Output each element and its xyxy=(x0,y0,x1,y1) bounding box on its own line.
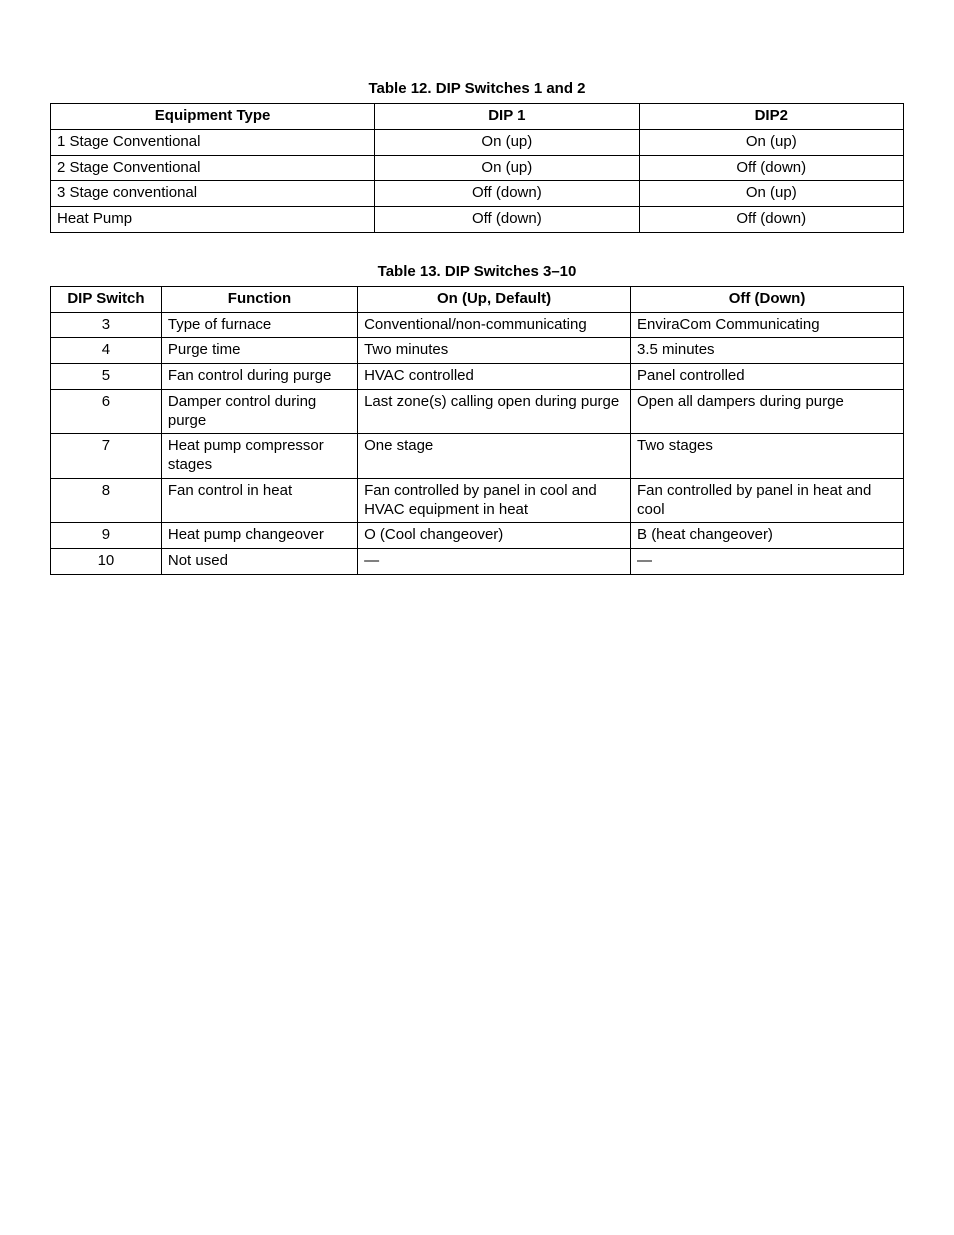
table13-cell: 7 xyxy=(51,434,162,479)
table13-cell: — xyxy=(358,549,631,575)
table-row: 2 Stage Conventional On (up) Off (down) xyxy=(51,155,904,181)
table-row: 1 Stage Conventional On (up) On (up) xyxy=(51,129,904,155)
table13-cell: EnviraCom Communicating xyxy=(631,312,904,338)
table13-cell: 3 xyxy=(51,312,162,338)
table13-cell: One stage xyxy=(358,434,631,479)
table13-cell: Heat pump compressor stages xyxy=(161,434,357,479)
table13-cell: Heat pump changeover xyxy=(161,523,357,549)
table13-cell: Fan controlled by panel in cool and HVAC… xyxy=(358,478,631,523)
table12-cell: Off (down) xyxy=(375,207,639,233)
table13-cell: 10 xyxy=(51,549,162,575)
table-row: 7 Heat pump compressor stages One stage … xyxy=(51,434,904,479)
table13-cell: O (Cool changeover) xyxy=(358,523,631,549)
table12-cell: 2 Stage Conventional xyxy=(51,155,375,181)
table-row: 8 Fan control in heat Fan controlled by … xyxy=(51,478,904,523)
table12-cell: Off (down) xyxy=(375,181,639,207)
table13-cell: 5 xyxy=(51,364,162,390)
table-row: 9 Heat pump changeover O (Cool changeove… xyxy=(51,523,904,549)
table13-cell: Purge time xyxy=(161,338,357,364)
table13-cell: Fan control in heat xyxy=(161,478,357,523)
table13-cell: B (heat changeover) xyxy=(631,523,904,549)
table13-cell: Panel controlled xyxy=(631,364,904,390)
table-row: 3 Stage conventional Off (down) On (up) xyxy=(51,181,904,207)
table12-cell: On (up) xyxy=(375,129,639,155)
table13-cell: 9 xyxy=(51,523,162,549)
table13-cell: Two stages xyxy=(631,434,904,479)
table13-cell: Conventional/non-communicating xyxy=(358,312,631,338)
table13-cell: Not used xyxy=(161,549,357,575)
table12-header-row: Equipment Type DIP 1 DIP2 xyxy=(51,104,904,130)
table13-cell: Last zone(s) calling open during purge xyxy=(358,389,631,434)
table13-cell: — xyxy=(631,549,904,575)
table13-header-3: Off (Down) xyxy=(631,286,904,312)
table13-cell: 6 xyxy=(51,389,162,434)
table12-cell: Off (down) xyxy=(639,155,903,181)
table12-cell: On (up) xyxy=(375,155,639,181)
table12-cell: On (up) xyxy=(639,129,903,155)
table13-cell: HVAC controlled xyxy=(358,364,631,390)
table13-header-2: On (Up, Default) xyxy=(358,286,631,312)
table12-header-0: Equipment Type xyxy=(51,104,375,130)
table13-caption: Table 13. DIP Switches 3–10 xyxy=(50,263,904,280)
table12-caption: Table 12. DIP Switches 1 and 2 xyxy=(50,80,904,97)
table13-cell: Fan control during purge xyxy=(161,364,357,390)
table12-cell: 1 Stage Conventional xyxy=(51,129,375,155)
table-row: 10 Not used — — xyxy=(51,549,904,575)
table13-cell: Type of furnace xyxy=(161,312,357,338)
table-row: 5 Fan control during purge HVAC controll… xyxy=(51,364,904,390)
table13-header-row: DIP Switch Function On (Up, Default) Off… xyxy=(51,286,904,312)
table12-cell: On (up) xyxy=(639,181,903,207)
table-row: 6 Damper control during purge Last zone(… xyxy=(51,389,904,434)
table13-cell: 3.5 minutes xyxy=(631,338,904,364)
table-row: 4 Purge time Two minutes 3.5 minutes xyxy=(51,338,904,364)
table12-header-1: DIP 1 xyxy=(375,104,639,130)
table12-cell: Off (down) xyxy=(639,207,903,233)
table13-cell: 4 xyxy=(51,338,162,364)
table13: DIP Switch Function On (Up, Default) Off… xyxy=(50,286,904,575)
table-row: 3 Type of furnace Conventional/non-commu… xyxy=(51,312,904,338)
table12-cell: 3 Stage conventional xyxy=(51,181,375,207)
table13-cell: Damper control during purge xyxy=(161,389,357,434)
table12-header-2: DIP2 xyxy=(639,104,903,130)
table12: Equipment Type DIP 1 DIP2 1 Stage Conven… xyxy=(50,103,904,233)
table12-cell: Heat Pump xyxy=(51,207,375,233)
table13-cell: 8 xyxy=(51,478,162,523)
table13-cell: Two minutes xyxy=(358,338,631,364)
table13-cell: Open all dampers during purge xyxy=(631,389,904,434)
table13-header-0: DIP Switch xyxy=(51,286,162,312)
table13-cell: Fan controlled by panel in heat and cool xyxy=(631,478,904,523)
table-row: Heat Pump Off (down) Off (down) xyxy=(51,207,904,233)
table13-header-1: Function xyxy=(161,286,357,312)
